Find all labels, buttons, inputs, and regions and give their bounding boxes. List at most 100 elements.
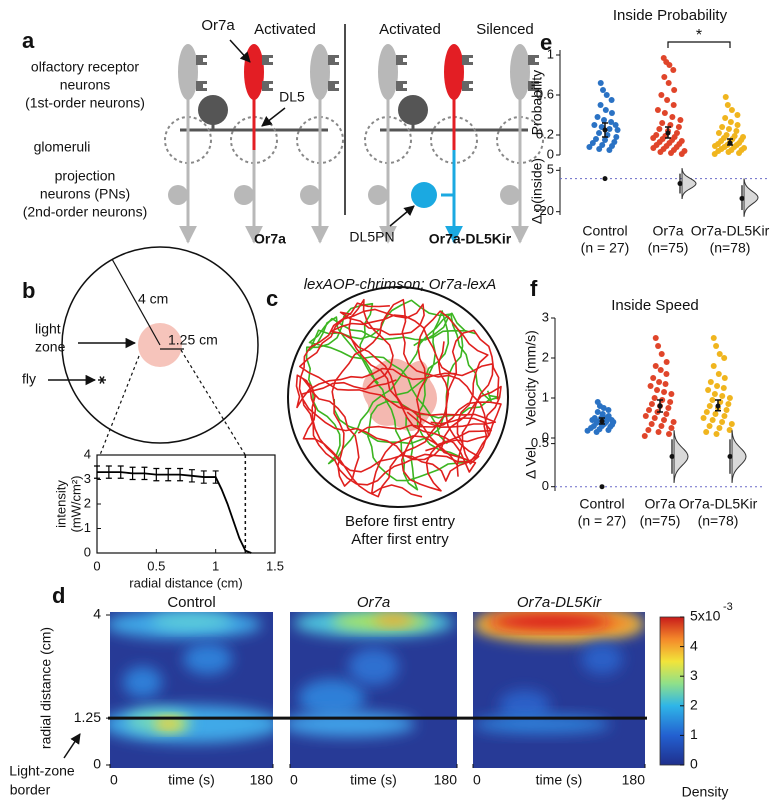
data-point [584,427,591,434]
colorbar-tick-label: 4 [690,637,698,653]
y-axis-label: radial distance (cm) [38,627,54,749]
y-tick-label: 0 [542,478,549,493]
data-point [591,122,598,128]
data-point [677,117,684,123]
border-label: border [10,782,51,798]
label: olfactory receptor [31,59,139,75]
data-point [722,115,729,121]
data-point [723,407,730,413]
data-point [662,381,669,387]
orn-body [378,44,398,100]
data-point [711,391,718,397]
effect-point [669,454,675,460]
data-point [652,363,659,369]
error-bar [200,470,207,484]
data-point [594,114,601,120]
mean-point [602,127,608,133]
data-point [668,150,675,156]
y-tick-label: 0.2 [536,126,554,141]
label: neurons (PNs) [40,186,130,202]
significance-label: * [696,27,702,44]
colorbar-tick-label: 1 [690,726,698,742]
density-blob [183,643,233,675]
intensity-line [97,471,252,554]
data-point [671,87,678,93]
data-point [713,431,720,437]
density-blob [373,614,414,626]
x-axis-label: time (s) [350,772,397,788]
data-point [650,375,657,381]
panel-label: f [530,276,538,301]
n-label: (n=78) [710,240,751,256]
y-tick-label: 1 [84,520,91,535]
data-point [613,134,620,140]
plot-frame [96,454,276,554]
x-tick-label: 0 [473,772,481,788]
data-point [656,126,663,132]
data-point [602,137,608,143]
colorbar-exponent: -3 [723,601,733,613]
data-point [605,407,612,413]
data-point [712,411,719,417]
data-point [597,102,604,108]
glomerulus [364,116,412,164]
arrow [229,39,251,63]
colorbar-tick-label: 2 [690,697,698,713]
y-tick-label: 0 [93,756,101,772]
local-neuron [398,95,428,125]
bootstrap-distribution [743,178,759,217]
y-tick-label: 0.5 [531,435,549,450]
x-tick-label: Or7a-DL5Kir [679,496,758,512]
panel-title: lexAOP-chrimson; Or7a-lexA [304,276,497,293]
label: Or7a [201,17,235,34]
x-tick-label: 0 [290,772,298,788]
label: Activated [254,21,316,38]
data-point [648,421,655,427]
pn-body [168,185,188,205]
data-point [705,387,712,393]
bootstrap-distribution [681,168,697,199]
error-bar [177,467,184,482]
data-point [594,409,601,415]
data-point [659,120,666,126]
effect-point [602,176,608,182]
panel-label: e [540,30,552,55]
data-point [728,107,735,113]
data-point [728,421,735,427]
data-point [721,413,728,419]
error-bar [141,466,148,481]
data-point [727,119,734,125]
label: 1.25 cm [168,332,218,348]
data-point [715,130,722,136]
y-tick-label: 3 [542,309,549,324]
data-point [734,112,741,118]
error-bar [153,467,160,482]
data-point [586,144,593,150]
data-point [665,80,672,86]
zoom-line [180,349,246,456]
radius [111,258,161,346]
data-point [670,102,677,108]
density-blob [298,679,366,717]
data-point [656,379,663,385]
data-point [606,126,613,132]
colorbar-tick-label: 0 [690,756,698,772]
label: Or7a-DL5Kir [429,231,512,247]
mean-point [727,140,733,146]
y-tick-label: 0 [542,429,549,444]
arena [287,286,509,508]
data-point [665,431,672,437]
error-bar [188,469,195,483]
receptor [262,81,273,91]
pn-body [500,185,520,205]
trajectory [299,298,497,428]
data-point [605,427,612,433]
arrow [389,205,415,227]
data-point [719,419,726,425]
data-point [596,146,603,152]
data-point [707,379,714,385]
error-bar [117,465,124,479]
panel-title: Control [167,594,215,611]
receptor [196,81,207,91]
